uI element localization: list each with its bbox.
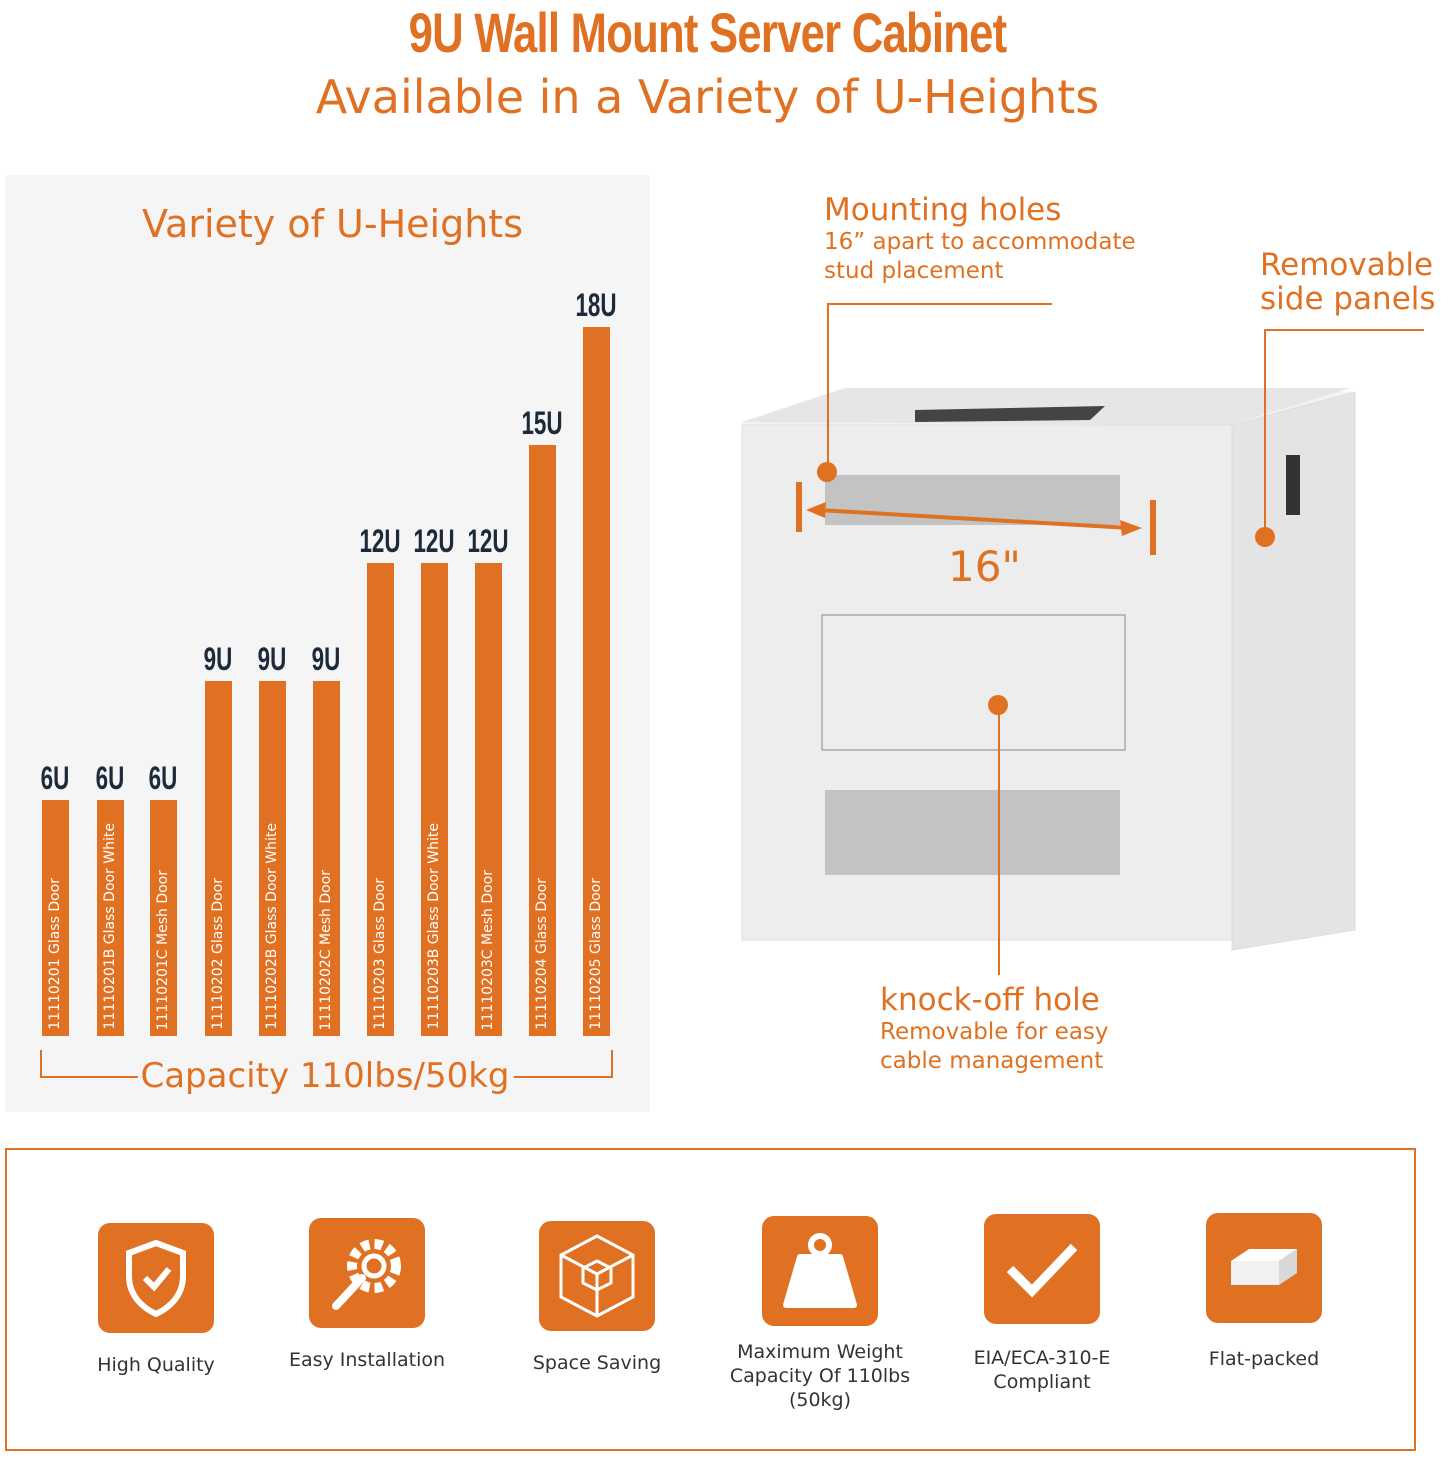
callout-heading: knock-off hole [880,982,1100,1018]
bar: 11110203B Glass Door White [420,563,448,1036]
feature-high-quality: High Quality [46,1223,266,1377]
bar-value-label: 18U [575,286,617,323]
bar: 11110201C Mesh Door [149,799,177,1036]
feature-label: Easy Installation [288,1349,446,1371]
capacity-label: Capacity 110lbs/50kg [140,1056,510,1096]
callout-side-panels: Removable side panels [1260,248,1436,316]
feature-label: Compliant [993,1371,1091,1393]
feature-label: Maximum Weight [737,1341,903,1363]
feature-label: High Quality [97,1354,215,1376]
callout-heading: Mounting holes [824,192,1062,228]
bar: 11110201 Glass Door [41,799,69,1036]
cube-icon [539,1221,655,1331]
callout-text: Removable for easy [880,1019,1109,1045]
callout-text: stud placement [824,258,1004,284]
bar-value-label: 12U [467,523,509,560]
bar-value-label: 9U [311,641,341,678]
bar-value-label: 12U [413,523,455,560]
bar-value-label: 9U [203,641,233,678]
flat-box-icon [1206,1213,1322,1323]
callout-mounting-holes: Mounting holes 16” apart to accommodate … [824,192,1136,286]
bar-value-label: 6U [40,759,70,796]
callout-heading: side panels [1260,281,1436,317]
callout-text: cable management [880,1048,1104,1074]
bar-value-label: 9U [257,641,287,678]
callout-text: 16” apart to accommodate [824,229,1136,255]
chart-title: Variety of U-Heights [141,202,523,246]
feature-easy-installation: Easy Installation [257,1218,477,1372]
bar: 11110205 Glass Door [582,326,610,1036]
feature-max-weight: Maximum Weight Capacity Of 110lbs (50kg) [710,1216,930,1412]
shield-check-icon [98,1223,214,1333]
callout-heading: Removable [1260,247,1434,283]
bar: 11110201B Glass Door White [96,799,124,1036]
bar-value-label: 6U [95,759,125,796]
bar: 11110202B Glass Door White [258,681,286,1036]
checkmark-icon [984,1214,1100,1324]
bar: 11110202C Mesh Door [312,681,340,1036]
feature-space-saving: Space Saving [487,1221,707,1375]
features-box [5,1148,1416,1451]
page-title: 9U Wall Mount Server Cabinet [408,1,1008,64]
bar: 11110203C Mesh Door [474,563,502,1036]
dimension-label: 16" [948,542,1021,591]
feature-label: EIA/ECA-310-E [973,1347,1111,1369]
cabinet-illustration [741,388,1356,951]
bar: 11110203 Glass Door [366,563,394,1036]
page-subtitle: Available in a Variety of U-Heights [315,70,1100,124]
bar: 11110204 Glass Door [528,445,556,1036]
feature-eia-compliant: EIA/ECA-310-E Compliant [932,1214,1152,1394]
feature-flat-packed: Flat-packed [1154,1213,1374,1371]
feature-label: Capacity Of 110lbs (50kg) [729,1365,911,1411]
feature-label: Space Saving [532,1352,662,1374]
bar-value-label: 6U [148,759,178,796]
bar: 11110202 Glass Door [204,681,232,1036]
weight-icon [762,1216,878,1326]
bar-value-label: 12U [359,523,401,560]
bar-value-label: 15U [521,405,563,441]
gear-wrench-icon [309,1218,425,1328]
capacity-bracket [40,1050,613,1078]
feature-label: Flat-packed [1208,1348,1320,1370]
callout-knockoff-hole: knock-off hole Removable for easy cable … [880,982,1109,1076]
